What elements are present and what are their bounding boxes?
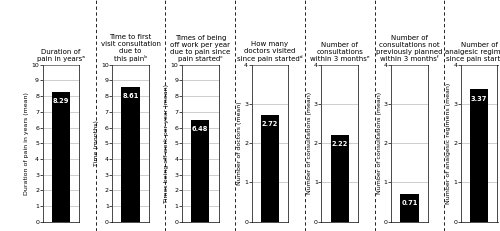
Y-axis label: Number of doctors (mean): Number of doctors (mean) <box>237 101 242 185</box>
Text: 0.71: 0.71 <box>401 200 417 206</box>
Y-axis label: Number of consultations (mean): Number of consultations (mean) <box>307 92 312 194</box>
Text: 8.29: 8.29 <box>52 98 69 104</box>
Text: Number of
analgesic regimens
since pain startedᵍ: Number of analgesic regimens since pain … <box>445 42 500 62</box>
Text: Number of
consultations
within 3 monthsᵉ: Number of consultations within 3 monthsᵉ <box>310 42 370 62</box>
Text: 3.37: 3.37 <box>471 96 488 102</box>
Bar <box>52 91 70 222</box>
Text: How many
doctors visited
since pain startedᵈ: How many doctors visited since pain star… <box>237 41 303 62</box>
Text: Times of being
off work per year
due to pain since
pain startedᶜ: Times of being off work per year due to … <box>170 35 230 62</box>
Text: Time to first
visit consultation
due to
this painᵇ: Time to first visit consultation due to … <box>100 34 160 62</box>
Bar <box>191 120 210 222</box>
Text: 8.61: 8.61 <box>122 93 139 99</box>
Bar <box>122 87 140 222</box>
Bar <box>330 135 349 222</box>
Y-axis label: Time (months): Time (months) <box>94 120 99 166</box>
Bar <box>261 115 279 222</box>
Text: 2.22: 2.22 <box>332 141 348 147</box>
Y-axis label: Duration of pain in years (mean): Duration of pain in years (mean) <box>24 92 29 195</box>
Bar <box>470 89 488 222</box>
Text: Duration of
pain in yearsᵃ: Duration of pain in yearsᵃ <box>37 49 85 62</box>
Bar <box>400 194 418 222</box>
Text: Number of
consultations not
previously planned
within 3 monthsᶠ: Number of consultations not previously p… <box>376 35 442 62</box>
Text: 6.48: 6.48 <box>192 126 208 132</box>
Text: 2.72: 2.72 <box>262 121 278 127</box>
Y-axis label: Number of consultations (mean): Number of consultations (mean) <box>376 92 382 194</box>
Y-axis label: Number of analgesic regimens (mean): Number of analgesic regimens (mean) <box>446 83 452 204</box>
Y-axis label: Times being off work per year (mean): Times being off work per year (mean) <box>164 84 168 203</box>
